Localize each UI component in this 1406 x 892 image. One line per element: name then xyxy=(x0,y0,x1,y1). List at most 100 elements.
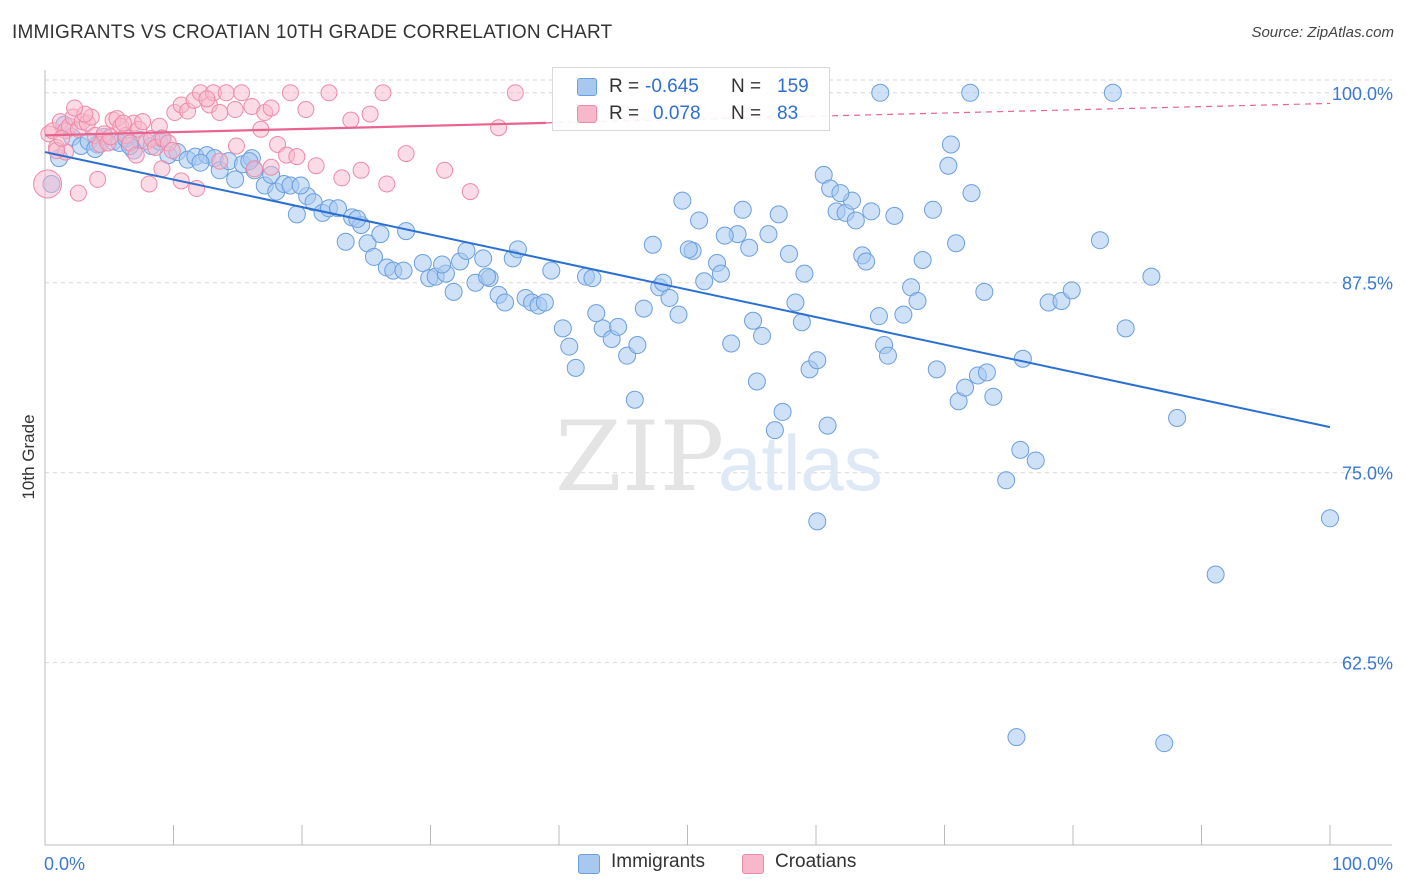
watermark: ZIP atlas xyxy=(555,401,883,513)
croatians-point xyxy=(245,160,263,178)
immigrants-point xyxy=(939,156,958,175)
croatians-point xyxy=(297,101,315,119)
croatians-point xyxy=(281,84,299,102)
immigrants-point xyxy=(975,282,994,301)
croatians-point xyxy=(436,161,454,179)
immigrants-point xyxy=(336,232,355,251)
immigrants-point xyxy=(679,240,698,259)
immigrants-point xyxy=(857,252,876,271)
croatians-point xyxy=(342,111,360,129)
immigrants-point xyxy=(433,255,452,274)
immigrants-point xyxy=(583,269,602,288)
immigrants-point xyxy=(947,234,966,253)
croatians-point xyxy=(378,175,396,193)
immigrants-point xyxy=(831,184,850,203)
immigrants-point xyxy=(1026,451,1045,470)
axes xyxy=(44,70,1392,846)
immigrants-point xyxy=(997,471,1016,490)
immigrants-point xyxy=(474,249,493,268)
immigrants-point xyxy=(759,225,778,244)
immigrants-point xyxy=(1062,281,1081,300)
immigrants-point xyxy=(413,253,432,272)
immigrants-point xyxy=(291,176,310,195)
legend-row-immigrants: R = -0.645 N = 159 xyxy=(553,72,829,100)
croatians-point xyxy=(211,152,229,170)
immigrants-point xyxy=(328,199,347,218)
croatians-point xyxy=(134,113,152,131)
chart-title: IMMIGRANTS VS CROATIAN 10TH GRADE CORREL… xyxy=(12,22,613,43)
immigrants-swatch xyxy=(577,78,597,96)
immigrants-point xyxy=(961,83,980,102)
immigrants-trend-line xyxy=(44,151,1331,429)
immigrants-point xyxy=(478,267,497,286)
croatians-point xyxy=(262,99,280,117)
immigrants-point xyxy=(673,191,692,210)
immigrants-point xyxy=(715,226,734,245)
y-tick-label: 62.5% xyxy=(1342,654,1393,674)
croatians-point xyxy=(102,128,120,146)
immigrants-point xyxy=(747,372,766,391)
croatians-point xyxy=(233,84,251,102)
immigrants-point xyxy=(287,205,306,224)
immigrants-point xyxy=(1206,565,1225,584)
immigrants-point xyxy=(780,244,799,263)
immigrants-point xyxy=(191,153,210,172)
immigrants-point xyxy=(744,311,763,330)
croatians-point xyxy=(140,175,158,193)
watermark-atlas: atlas xyxy=(718,419,883,507)
immigrants-point xyxy=(753,326,772,345)
immigrants-point xyxy=(1168,408,1187,427)
immigrants-point xyxy=(1103,83,1122,102)
croatians-point xyxy=(226,101,244,119)
r-value: 0.078 xyxy=(653,103,701,124)
r-label: R = xyxy=(609,103,640,124)
immigrants-point xyxy=(371,225,390,244)
immigrants-point xyxy=(566,358,585,377)
croatians-point xyxy=(320,84,338,102)
immigrants-point xyxy=(1155,734,1174,753)
n-value: 159 xyxy=(777,76,809,97)
croatians-point xyxy=(211,104,229,122)
croatians-point xyxy=(361,105,379,123)
immigrants-point xyxy=(808,512,827,531)
croatians-point xyxy=(53,129,71,147)
immigrants-point xyxy=(894,305,913,324)
x-tick-label-min: 0.0% xyxy=(44,854,85,874)
immigrants-point xyxy=(711,264,730,283)
immigrants-point xyxy=(956,378,975,397)
n-label: N = xyxy=(731,103,762,124)
immigrants-point xyxy=(923,200,942,219)
immigrants-point xyxy=(226,170,245,189)
immigrants-point xyxy=(795,264,814,283)
y-tick-label: 75.0% xyxy=(1342,464,1393,484)
immigrants-point xyxy=(871,83,890,102)
croatians-point xyxy=(461,183,479,201)
croatians-point xyxy=(352,161,370,179)
immigrants-point xyxy=(542,261,561,280)
croatians-point xyxy=(397,145,415,163)
immigrants-point xyxy=(846,211,865,230)
n-label: N = xyxy=(731,76,762,97)
n-value: 83 xyxy=(777,103,799,124)
r-value: -0.645 xyxy=(645,76,699,97)
immigrants-point xyxy=(818,416,837,435)
immigrants-point xyxy=(1013,349,1032,368)
immigrants-point xyxy=(1116,319,1135,338)
immigrants-point xyxy=(1011,440,1030,459)
croatians-point xyxy=(163,142,181,160)
immigrants-point xyxy=(885,206,904,225)
immigrants-point xyxy=(1090,231,1109,250)
immigrants-point xyxy=(869,307,888,326)
croatians-point xyxy=(262,158,280,176)
croatians-point xyxy=(153,160,171,178)
croatians-point xyxy=(217,84,235,102)
immigrants-legend-label: Immigrants xyxy=(611,851,705,872)
immigrants-point xyxy=(457,241,476,260)
immigrants-point xyxy=(690,211,709,230)
immigrants-point xyxy=(535,293,554,312)
croatians-point xyxy=(89,170,107,188)
axis-labels: 62.5% 75.0% 87.5% 100.0% 0.0% 100.0% 10th Grad… xyxy=(19,84,1393,874)
immigrants-point xyxy=(496,293,515,312)
croatians-point xyxy=(33,169,63,199)
